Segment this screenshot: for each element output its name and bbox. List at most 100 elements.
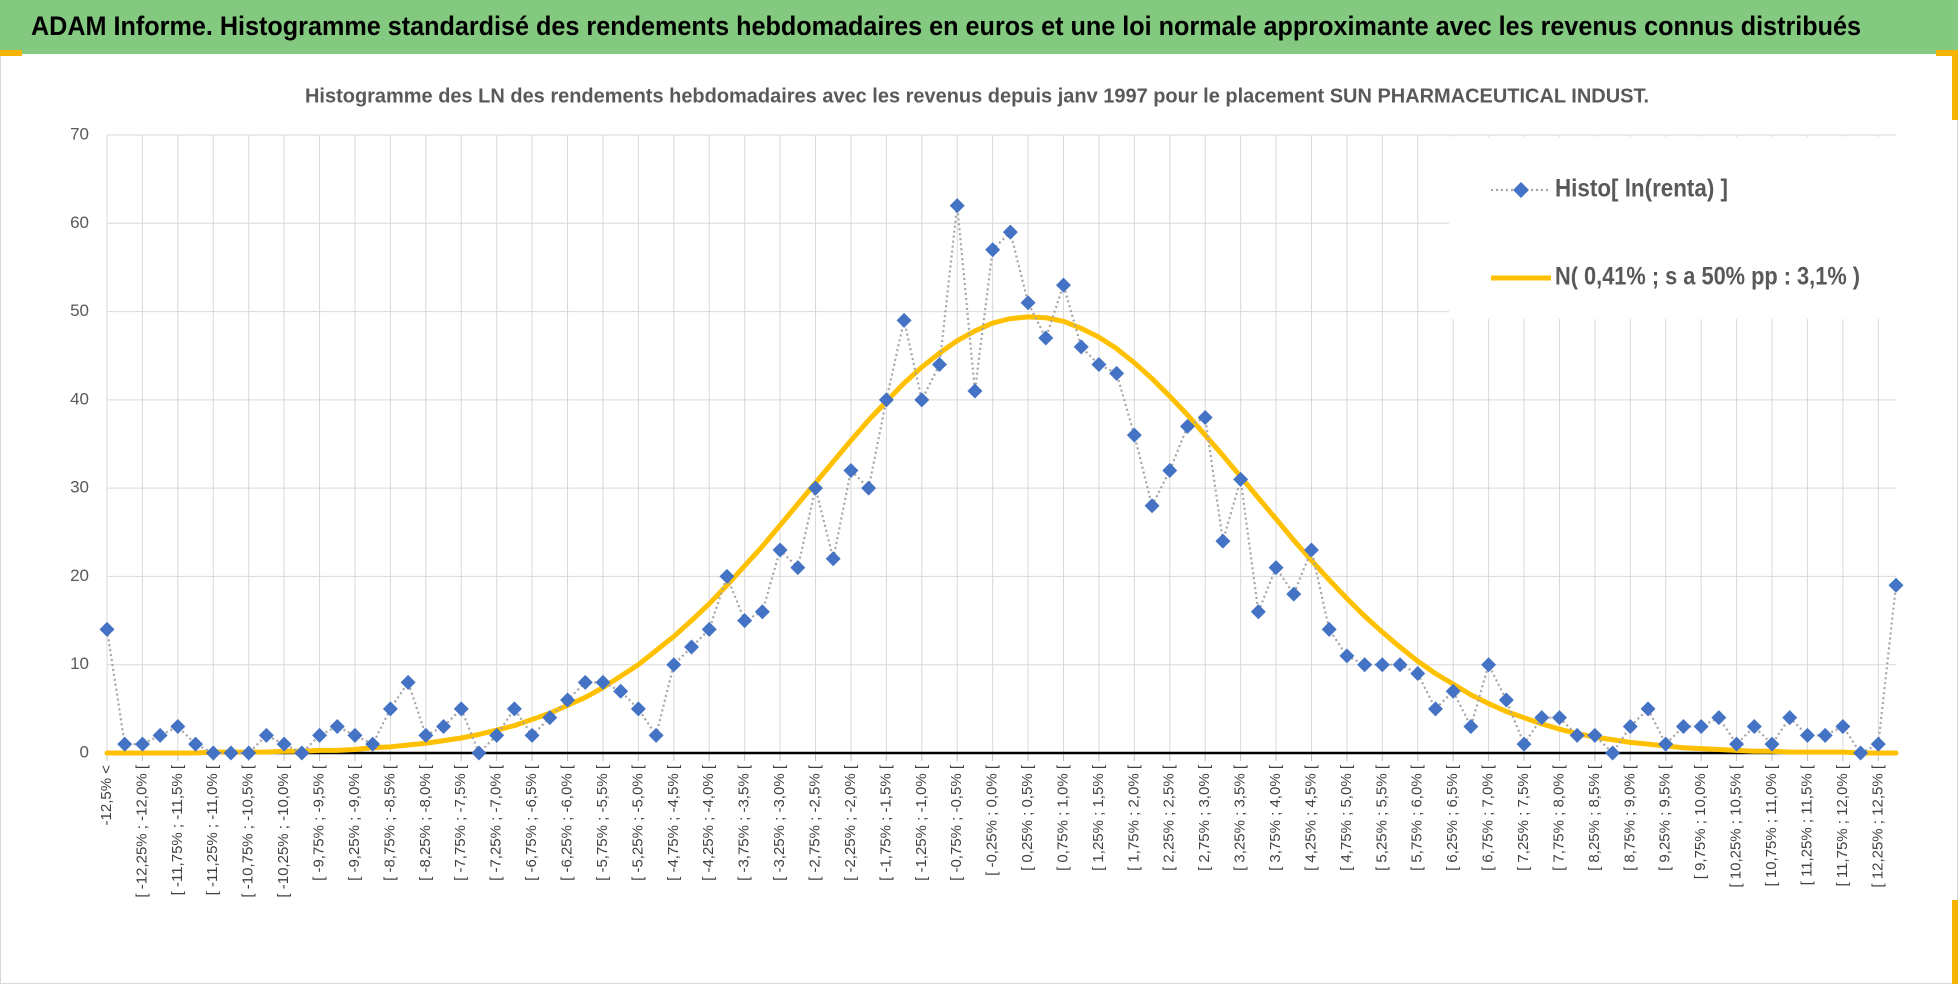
x-tick-label: [ -1,75% ; -1,5% [ (877, 764, 894, 881)
marker (1091, 357, 1107, 373)
marker (1746, 719, 1762, 735)
marker (808, 480, 824, 496)
x-tick-label: [ -0,75% ; -0,5% [ (948, 764, 965, 881)
x-tick-label: [ -10,75% ; -10,5% [ (240, 764, 257, 897)
marker (1410, 666, 1426, 682)
y-tick-label: 60 (70, 213, 89, 232)
y-tick-label: 20 (70, 566, 89, 585)
marker (1002, 224, 1018, 240)
marker (1888, 577, 1904, 593)
marker (489, 727, 505, 743)
marker (294, 745, 310, 761)
marker (1551, 710, 1567, 726)
marker (1693, 719, 1709, 735)
x-tick-label: [ 7,25% ; 7,5% [ (1515, 764, 1532, 871)
marker (701, 621, 717, 637)
x-tick-label: [ -2,25% ; -2,0% [ (842, 764, 859, 881)
y-tick-label: 40 (70, 389, 89, 408)
x-tick-label: [ 4,75% ; 5,0% [ (1338, 764, 1355, 871)
marker (1215, 533, 1231, 549)
marker (1445, 683, 1461, 699)
corner (1936, 50, 1958, 56)
x-tick-label: [ -12,25% ; -12,0% [ (133, 764, 150, 897)
marker (329, 719, 345, 735)
x-tick-label: [ -2,75% ; -2,5% [ (806, 764, 823, 881)
x-tick-label: [ 8,75% ; 9,0% [ (1621, 764, 1638, 871)
marker (577, 674, 593, 690)
x-tick-label: [ -4,25% ; -4,0% [ (700, 764, 717, 881)
marker (1658, 736, 1674, 752)
marker (754, 604, 770, 620)
page-title: ADAM Informe. Histogramme standardisé de… (31, 11, 1861, 41)
x-tick-label: [ 3,75% ; 4,0% [ (1267, 764, 1284, 871)
marker (825, 551, 841, 567)
marker (985, 242, 1001, 258)
marker (1339, 648, 1355, 664)
x-tick-label: [ -1,25% ; -1,0% [ (913, 764, 930, 881)
marker (1357, 657, 1373, 673)
marker (205, 745, 221, 761)
marker (1729, 736, 1745, 752)
marker (1481, 657, 1497, 673)
x-tick-label: [ -7,75% ; -7,5% [ (452, 764, 469, 881)
legend-box (1449, 137, 1896, 319)
marker (1817, 727, 1833, 743)
x-tick-label: -12,5% < (98, 765, 115, 826)
marker (258, 727, 274, 743)
x-tick-label: [ 2,75% ; 3,0% [ (1196, 764, 1213, 871)
marker (1144, 498, 1160, 514)
x-tick-label: [ 6,75% ; 7,0% [ (1480, 764, 1497, 871)
x-tick-label: [ 1,75% ; 2,0% [ (1125, 764, 1142, 871)
x-tick-label: [ 11,25% ; 11,5% [ (1798, 764, 1815, 885)
marker (1870, 736, 1886, 752)
marker (1799, 727, 1815, 743)
marker (1321, 621, 1337, 637)
marker (1711, 710, 1727, 726)
x-tick-label: [ 9,25% ; 9,5% [ (1657, 764, 1674, 871)
marker (134, 736, 150, 752)
marker (418, 727, 434, 743)
marker (613, 683, 629, 699)
marker (1463, 719, 1479, 735)
x-tick-label: [ 2,25% ; 2,5% [ (1161, 764, 1178, 871)
marker (506, 701, 522, 717)
x-tick-label: [ -5,75% ; -5,5% [ (594, 764, 611, 881)
marker (1498, 692, 1514, 708)
marker (347, 727, 363, 743)
header-bar (0, 0, 1958, 54)
x-tick-label: [ -11,75% ; -11,5% [ (169, 764, 186, 895)
marker (170, 719, 186, 735)
marker (1250, 604, 1266, 620)
x-tick-label: [ 6,25% ; 6,5% [ (1444, 764, 1461, 871)
x-tick-label: [ -7,25% ; -7,0% [ (488, 764, 505, 881)
marker (630, 701, 646, 717)
marker (382, 701, 398, 717)
x-tick-label: [ 8,25% ; 8,5% [ (1586, 764, 1603, 871)
x-tick-label: [ -10,25% ; -10,0% [ (275, 764, 292, 897)
marker (914, 392, 930, 408)
x-tick-label: [ 0,75% ; 1,0% [ (1054, 764, 1071, 871)
x-tick-label: [ -3,75% ; -3,5% [ (736, 764, 753, 881)
marker (666, 657, 682, 673)
marker (932, 357, 948, 373)
marker (1427, 701, 1443, 717)
marker (1162, 462, 1178, 478)
x-tick-label: [ 3,25% ; 3,5% [ (1232, 764, 1249, 871)
marker (560, 692, 576, 708)
x-tick-label: [ 5,75% ; 6,0% [ (1409, 764, 1426, 871)
x-tick-label: [ 4,25% ; 4,5% [ (1302, 764, 1319, 871)
corner (0, 50, 22, 56)
marker (1764, 736, 1780, 752)
x-tick-label: [ -4,75% ; -4,5% [ (665, 764, 682, 881)
x-tick-label: [ 9,75% ; 10,0% [ (1692, 764, 1709, 879)
x-tick-label: [ -6,25% ; -6,0% [ (559, 764, 576, 881)
chart-title: Histogramme des LN des rendements hebdom… (305, 85, 1649, 107)
x-tick-label: [ -9,75% ; -9,5% [ (311, 764, 328, 881)
x-tick-label: [ 10,75% ; 11,0% [ (1763, 764, 1780, 886)
marker (1020, 295, 1036, 311)
marker (524, 727, 540, 743)
legend-swatch-marker (1513, 182, 1529, 198)
x-tick-label: [ -8,75% ; -8,5% [ (381, 764, 398, 881)
